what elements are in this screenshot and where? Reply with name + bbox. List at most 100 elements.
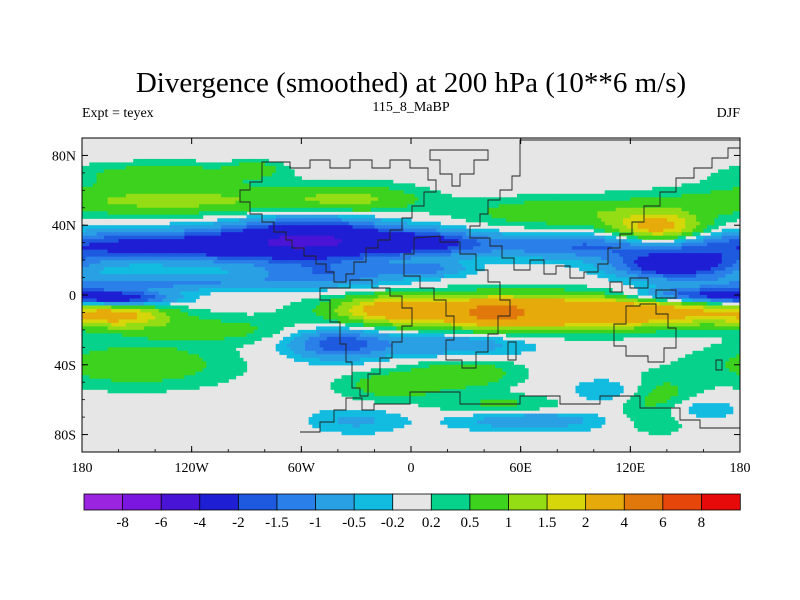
heatmap-cell: [114, 204, 120, 209]
heatmap-cell: [663, 197, 668, 202]
heatmap-cells: [82, 158, 740, 436]
heatmap-cell: [220, 249, 226, 254]
heatmap-cell: [89, 214, 94, 219]
heatmap-cell: [202, 162, 207, 167]
heatmap-cell: [184, 197, 189, 202]
heatmap-cell: [630, 235, 635, 240]
heatmap-cell: [553, 246, 558, 251]
heatmap-cell: [107, 256, 112, 261]
heatmap-cell: [432, 204, 438, 209]
heatmap-cell: [692, 277, 697, 282]
heatmap-cell: [655, 246, 661, 251]
heatmap-cell: [506, 239, 511, 244]
heatmap-cell: [696, 207, 701, 212]
heatmap-cell: [129, 267, 134, 272]
heatmap-cell: [538, 207, 544, 212]
heatmap-cell: [246, 197, 251, 202]
heatmap-cell: [440, 228, 445, 233]
heatmap-cell: [400, 277, 405, 282]
heatmap-cell: [312, 246, 317, 251]
heatmap-cell: [155, 225, 160, 230]
heatmap-cell: [125, 211, 131, 216]
heatmap-cell: [542, 197, 547, 202]
heatmap-cell: [670, 225, 675, 230]
heatmap-cell: [637, 197, 642, 202]
heatmap-cell: [531, 256, 536, 261]
heatmap-cell: [513, 221, 518, 226]
heatmap-cell: [341, 274, 346, 279]
heatmap-cell: [615, 263, 620, 268]
heatmap-cell: [198, 239, 204, 244]
heatmap-cell: [736, 274, 740, 279]
heatmap-cell: [356, 204, 361, 209]
heatmap-cell: [118, 165, 123, 170]
heatmap-cell: [535, 253, 540, 258]
heatmap-cell: [560, 239, 566, 244]
heatmap-cell: [666, 253, 672, 258]
heatmap-cell: [352, 267, 357, 272]
heatmap-cell: [586, 200, 591, 205]
heatmap-cell: [151, 214, 156, 219]
heatmap-cell: [400, 186, 405, 191]
heatmap-cell: [674, 207, 679, 212]
heatmap-cell: [564, 235, 569, 240]
heatmap-cell: [729, 263, 734, 268]
heatmap-cell: [458, 270, 463, 275]
heatmap-cell: [261, 246, 266, 251]
heatmap-cell: [447, 260, 452, 265]
heatmap-cell: [330, 246, 335, 251]
heatmap-cell: [451, 200, 456, 205]
heatmap-cell: [96, 162, 101, 167]
heatmap-cell: [725, 242, 730, 247]
heatmap-cell: [158, 270, 164, 275]
heatmap-cell: [111, 197, 116, 202]
heatmap-cell: [206, 197, 211, 202]
heatmap-cell: [670, 267, 675, 272]
heatmap-cell: [85, 172, 90, 177]
heatmap-cell: [129, 200, 134, 205]
heatmap-cell: [465, 260, 471, 265]
heatmap-cell: [297, 193, 302, 198]
heatmap-cell: [707, 253, 712, 258]
heatmap-cell: [198, 225, 204, 230]
heatmap-cell: [337, 270, 343, 275]
heatmap-cell: [692, 281, 697, 286]
heatmap-cell: [103, 260, 109, 265]
heatmap-cell: [729, 274, 734, 279]
heatmap-cell: [82, 190, 87, 195]
heatmap-cell: [326, 200, 332, 205]
heatmap-cell: [173, 176, 178, 181]
heatmap-cell: [630, 193, 635, 198]
heatmap-cell: [297, 190, 302, 195]
heatmap-cell: [118, 263, 123, 268]
heatmap-cell: [213, 186, 218, 191]
heatmap-cell: [177, 249, 182, 254]
heatmap-cell: [169, 176, 174, 181]
heatmap-cell: [549, 242, 555, 247]
heatmap-cell: [140, 260, 145, 265]
heatmap-cell: [312, 232, 317, 237]
heatmap-cell: [348, 239, 354, 244]
heatmap-cell: [469, 253, 474, 258]
heatmap-cell: [374, 190, 379, 195]
heatmap-cell: [447, 200, 452, 205]
heatmap-cell: [151, 176, 156, 181]
heatmap-cell: [125, 274, 131, 279]
heatmap-cell: [180, 253, 185, 258]
heatmap-cell: [133, 169, 138, 174]
heatmap-cell: [520, 235, 525, 240]
heatmap-cell: [319, 267, 324, 272]
heatmap-cell: [92, 270, 98, 275]
heatmap-cell: [579, 249, 584, 254]
heatmap-cell: [341, 281, 346, 286]
heatmap-cell: [546, 197, 551, 202]
heatmap-cell: [520, 221, 525, 226]
heatmap-cell: [637, 232, 642, 237]
heatmap-cell: [612, 214, 617, 219]
heatmap-cell: [502, 242, 507, 247]
heatmap-cell: [173, 235, 178, 240]
heatmap-cell: [389, 179, 394, 184]
heatmap-cell: [495, 207, 500, 212]
heatmap-cell: [246, 232, 251, 237]
heatmap-cell: [268, 228, 273, 233]
